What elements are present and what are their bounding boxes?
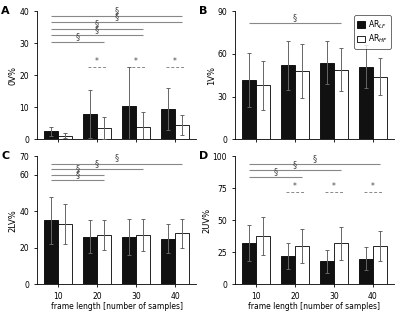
Bar <box>359 67 373 139</box>
Bar <box>97 128 111 139</box>
Bar <box>83 114 97 139</box>
Text: *: * <box>371 182 375 191</box>
Text: §: § <box>274 167 278 176</box>
Bar <box>161 239 175 284</box>
Text: §: § <box>293 13 297 22</box>
Bar <box>256 85 270 139</box>
Bar <box>373 246 387 284</box>
Text: *: * <box>134 57 138 66</box>
Bar <box>359 259 373 284</box>
Bar <box>97 235 111 284</box>
Text: *: * <box>95 57 99 66</box>
Text: *: * <box>173 57 177 66</box>
Bar <box>161 109 175 139</box>
Bar <box>136 235 150 284</box>
Text: *: * <box>293 182 297 191</box>
Text: §: § <box>76 165 80 174</box>
Bar <box>175 233 189 284</box>
Text: §: § <box>76 170 80 179</box>
Text: §: § <box>114 6 118 15</box>
Text: A: A <box>1 6 10 16</box>
X-axis label: frame length [number of samples]: frame length [number of samples] <box>50 302 182 311</box>
Bar <box>136 126 150 139</box>
Bar <box>295 71 309 139</box>
Bar <box>295 246 309 284</box>
Text: §: § <box>76 32 80 41</box>
Y-axis label: 2LV%: 2LV% <box>9 209 18 232</box>
Bar <box>334 243 348 284</box>
Bar <box>44 220 58 284</box>
Bar <box>44 132 58 139</box>
Bar <box>320 261 334 284</box>
Text: §: § <box>95 19 99 28</box>
Bar <box>58 136 72 139</box>
Bar <box>242 80 256 139</box>
Text: §: § <box>312 154 316 163</box>
X-axis label: frame length [number of samples]: frame length [number of samples] <box>248 302 380 311</box>
Text: §: § <box>293 160 297 169</box>
Bar <box>58 224 72 284</box>
Bar <box>175 125 189 139</box>
Y-axis label: 1V%: 1V% <box>207 66 216 85</box>
Bar <box>122 237 136 284</box>
Text: B: B <box>199 6 208 16</box>
Text: D: D <box>199 151 209 161</box>
Y-axis label: 2UV%: 2UV% <box>202 208 211 233</box>
Text: C: C <box>1 151 10 161</box>
Text: §: § <box>95 25 99 34</box>
Bar <box>334 70 348 139</box>
Text: *: * <box>332 182 336 191</box>
Bar <box>256 236 270 284</box>
Y-axis label: 0V%: 0V% <box>9 66 18 85</box>
Bar <box>281 65 295 139</box>
Bar <box>320 62 334 139</box>
Bar <box>242 243 256 284</box>
Text: §: § <box>114 12 118 22</box>
Bar <box>83 237 97 284</box>
Text: §: § <box>114 154 118 163</box>
Bar <box>122 106 136 139</box>
Bar <box>373 77 387 139</box>
Legend: AR$_{LF}$, AR$_{HF}$: AR$_{LF}$, AR$_{HF}$ <box>354 15 391 49</box>
Bar <box>281 256 295 284</box>
Text: §: § <box>95 159 99 168</box>
